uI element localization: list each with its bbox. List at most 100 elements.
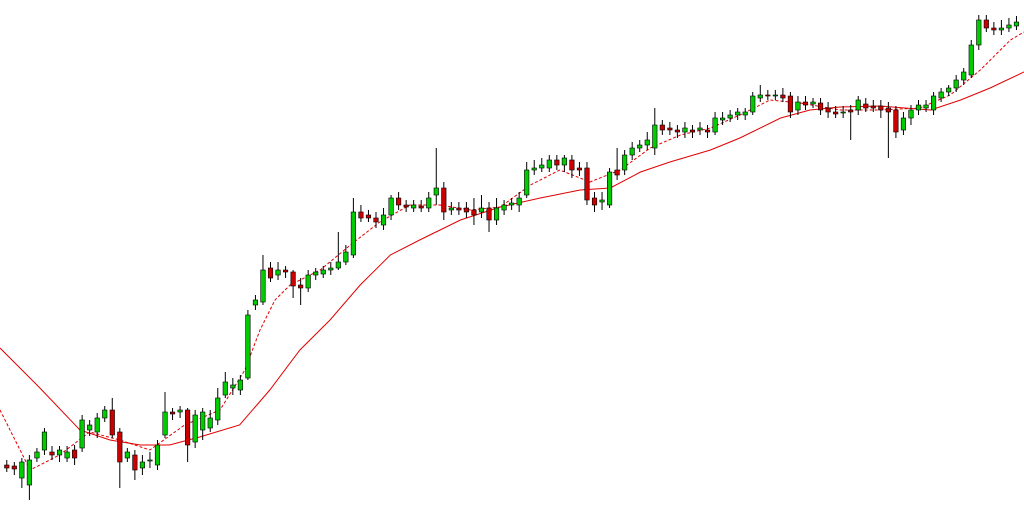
candle-body — [290, 271, 296, 287]
candle-body — [569, 159, 575, 171]
candle-body — [840, 111, 846, 114]
candle-body — [267, 267, 274, 279]
candle-body — [591, 197, 598, 206]
candle-body — [185, 409, 191, 446]
candle-body — [358, 211, 364, 219]
candle-body — [418, 205, 424, 209]
candle-body — [991, 27, 997, 31]
candle-body — [275, 269, 281, 276]
candle-body — [102, 409, 108, 419]
candle-body — [652, 124, 658, 149]
candle-body — [817, 102, 824, 111]
candle-body — [154, 444, 161, 466]
candle-body — [26, 459, 32, 486]
candle-body — [139, 461, 145, 469]
candle-body — [433, 187, 439, 196]
candle-body — [870, 105, 876, 109]
candle-body — [79, 419, 85, 449]
candle-body — [162, 411, 168, 436]
candle-body — [373, 217, 379, 223]
candle-body — [486, 207, 492, 221]
candle-body — [396, 197, 402, 206]
candle-body — [380, 214, 387, 226]
candle-body — [667, 127, 673, 131]
candle-body — [531, 167, 537, 171]
candle-body — [900, 117, 907, 131]
candle-body — [207, 417, 213, 429]
candle-body — [192, 414, 198, 443]
candle-body — [863, 103, 869, 109]
candle-body — [4, 464, 10, 469]
candle-body — [848, 109, 854, 113]
candle-body — [56, 449, 63, 456]
candle-body — [260, 269, 266, 303]
candle-body — [471, 209, 477, 216]
candle-body — [411, 204, 417, 209]
candle-body — [49, 451, 55, 456]
candle-body — [637, 144, 643, 149]
candle-body — [169, 411, 176, 415]
candle-body — [1006, 24, 1012, 29]
candle-body — [147, 459, 153, 462]
candle-body — [501, 204, 507, 211]
candle-body — [953, 79, 959, 89]
candle-body — [810, 101, 816, 105]
candle-body — [607, 171, 613, 206]
candle-body — [350, 211, 356, 256]
candle-body — [87, 424, 93, 431]
candle-body — [825, 107, 831, 113]
candle-body — [516, 197, 522, 206]
candle-body — [878, 105, 884, 111]
candle-body — [478, 207, 485, 213]
candle-body — [124, 451, 130, 459]
candle-body — [237, 379, 243, 391]
candle-body — [222, 381, 228, 396]
candle-body — [727, 114, 733, 119]
candle-body — [614, 169, 620, 176]
candle-body — [19, 461, 25, 479]
candle-body — [976, 19, 982, 46]
candle-body — [343, 251, 349, 263]
candle-body — [215, 397, 221, 421]
candle-body — [117, 431, 123, 463]
candle-body — [441, 187, 447, 213]
candle-body — [539, 164, 545, 169]
candle-body — [426, 197, 432, 209]
candle-body — [94, 417, 100, 433]
candle-body — [704, 129, 711, 133]
candle-body — [915, 104, 922, 111]
candle-body — [712, 117, 718, 133]
candle-body — [689, 129, 696, 133]
candle-body — [72, 449, 78, 459]
candle-body — [403, 204, 409, 208]
candle-body — [365, 214, 372, 219]
candle-body — [524, 169, 530, 196]
candle-body — [923, 104, 929, 109]
candle-body — [735, 111, 741, 116]
candle-body — [833, 111, 839, 115]
candle-body — [795, 101, 801, 111]
candle-body — [554, 159, 560, 166]
candle-body — [599, 199, 605, 203]
candle-body — [561, 157, 567, 166]
candle-body — [742, 111, 748, 116]
candle-body — [509, 202, 515, 206]
candle-body — [584, 167, 590, 201]
candle-body — [983, 19, 989, 29]
candle-body — [772, 94, 778, 97]
candle-body — [328, 267, 334, 271]
candle-body — [576, 167, 582, 171]
candle-body — [298, 284, 304, 289]
candle-body — [802, 101, 809, 106]
candle-body — [335, 261, 341, 269]
candle-body — [388, 197, 394, 216]
candle-body — [230, 384, 236, 389]
candle-body — [546, 159, 552, 169]
candle-body — [644, 139, 650, 146]
candle-body — [320, 269, 326, 275]
candle-body — [885, 107, 891, 113]
candle-body — [252, 299, 258, 306]
candle-body — [720, 117, 726, 121]
